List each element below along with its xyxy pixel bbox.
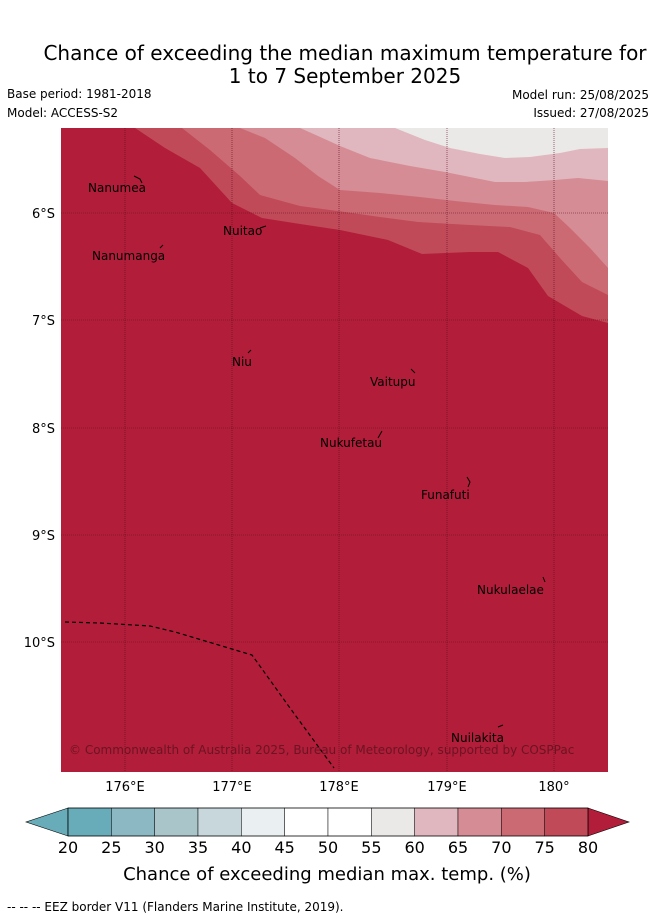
lat-label-8s: 8°S (32, 422, 55, 437)
place-nanumea: Nanumea (88, 181, 146, 195)
atoll-funafuti (466, 476, 471, 488)
lat-label-10s: 10°S (24, 636, 55, 651)
colorbar-tick-label: 50 (318, 838, 338, 857)
colorbar-segment (284, 807, 329, 837)
colorbar-segment (371, 807, 415, 837)
issued-text: Issued: 27/08/2025 (533, 106, 649, 120)
colorbar-segment (197, 807, 242, 837)
lon-label-176e: 176°E (105, 780, 145, 795)
latitude-labels: 6°S 7°S 8°S 9°S 10°S (24, 207, 55, 651)
colorbar-tick-label: 55 (361, 838, 381, 857)
colorbar-tick-label: 25 (101, 838, 121, 857)
atoll-vaitupu (410, 368, 416, 374)
colorbar-tick-label: 80 (578, 838, 598, 857)
place-funafuti: Funafuti (421, 488, 470, 502)
lat-label-6s: 6°S (32, 207, 55, 222)
colorbar-segment (67, 807, 112, 837)
eez-footnote: -- -- -- EEZ border V11 (Flanders Marine… (7, 900, 344, 914)
graticule (61, 128, 608, 772)
colorbar-segment (241, 807, 285, 837)
place-niu: Niu (232, 355, 252, 369)
atoll-niu (247, 349, 252, 354)
map-title-line1: Chance of exceeding the median maximum t… (43, 41, 647, 65)
colorbar-segment (111, 807, 155, 837)
place-nukulaelae: Nukulaelae (477, 583, 544, 597)
atoll-nuilakita (497, 724, 504, 728)
colorbar-tick-label: 70 (491, 838, 511, 857)
place-nuitao: Nuitao (223, 224, 262, 238)
colorbar-tick-label: 75 (534, 838, 554, 857)
colorbar-over-arrow (587, 807, 630, 837)
atoll-outlines (133, 175, 546, 728)
atoll-nukulaelae (542, 576, 546, 583)
atoll-nanumanga (159, 244, 164, 249)
base-period-text: Base period: 1981-2018 (7, 87, 152, 101)
colorbar: 20 25 30 35 40 45 50 55 60 65 70 75 80 Chance of exc… (25, 807, 630, 885)
colorbar-segment (154, 807, 199, 837)
map-title-line2: 1 to 7 September 2025 (228, 64, 462, 88)
colorbar-ticks: 20 25 30 35 40 45 50 55 60 65 70 75 80 (58, 838, 598, 857)
colorbar-tick-label: 65 (448, 838, 468, 857)
forecast-map: Nanumea Nuitao Nanumanga Niu Vaitupu Nuk… (24, 128, 630, 885)
place-nukufetau: Nukufetau (320, 436, 382, 450)
place-labels: Nanumea Nuitao Nanumanga Niu Vaitupu Nuk… (88, 181, 544, 745)
atoll-nuitao (259, 225, 267, 229)
lon-label-178e: 178°E (319, 780, 359, 795)
colorbar-tick-label: 20 (58, 838, 78, 857)
colorbar-tick-label: 40 (231, 838, 251, 857)
copyright-text: © Commonwealth of Australia 2025, Bureau… (69, 743, 574, 757)
band-55-60 (395, 128, 608, 158)
model-text: Model: ACCESS-S2 (7, 106, 119, 120)
colorbar-tick-label: 45 (274, 838, 294, 857)
eez-border (64, 621, 335, 769)
colorbar-label: Chance of exceeding median max. temp. (%… (123, 864, 531, 885)
lon-label-180: 180° (538, 780, 569, 795)
model-run-text: Model run: 25/08/2025 (511, 88, 649, 102)
colorbar-segment (327, 807, 372, 837)
longitude-labels: 176°E 177°E 178°E 179°E 180° (105, 780, 569, 795)
lon-label-179e: 179°E (427, 780, 467, 795)
place-nanumanga: Nanumanga (92, 249, 165, 263)
lon-label-177e: 177°E (212, 780, 252, 795)
colorbar-tick-label: 30 (144, 838, 164, 857)
colorbar-segment (457, 807, 502, 837)
atoll-nukufetau (377, 430, 383, 439)
colorbar-frame (67, 807, 589, 837)
place-nuilakita: Nuilakita (451, 731, 504, 745)
atoll-nanumea (133, 175, 143, 184)
lat-label-7s: 7°S (32, 314, 55, 329)
colorbar-tick-label: 35 (188, 838, 208, 857)
lat-label-9s: 9°S (32, 529, 55, 544)
colorbar-segment (501, 807, 545, 837)
colorbar-under-arrow (25, 807, 69, 837)
place-vaitupu: Vaitupu (370, 375, 416, 389)
probability-field (61, 128, 608, 772)
colorbar-segment (414, 807, 459, 837)
colorbar-tick-label: 60 (404, 838, 424, 857)
colorbar-segments (67, 807, 589, 837)
colorbar-segment (544, 807, 589, 837)
